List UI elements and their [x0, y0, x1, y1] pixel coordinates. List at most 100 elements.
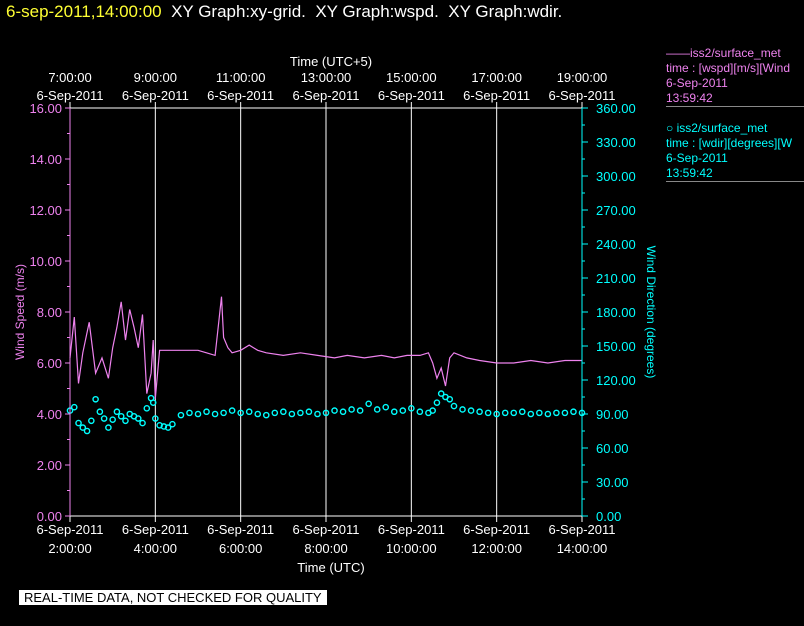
wind-direction-point [211, 410, 219, 418]
wind-direction-point [139, 419, 146, 427]
legend-wdir-variable: time : [wdir][degrees][W [666, 136, 793, 150]
wind-direction-point [484, 409, 492, 417]
y-tick-label: 4.00 [37, 407, 62, 422]
y2-tick-label: 150.00 [596, 339, 636, 354]
wind-direction-point [373, 406, 381, 413]
wind-direction-point [356, 407, 364, 414]
wind-direction-point [280, 408, 287, 416]
y-tick-label: 12.00 [29, 203, 62, 218]
y2-tick-label: 300.00 [596, 169, 636, 184]
y2-axis-title: Wind Direction (degrees) [644, 246, 658, 379]
wind-direction-point [109, 416, 116, 423]
wind-direction-point [83, 427, 91, 435]
wind-direction-point [92, 395, 99, 403]
top-tick-label-time: 7:00:00 [48, 70, 91, 85]
wind-direction-point [203, 408, 210, 416]
wind-direction-point [467, 407, 475, 414]
wind-direction-point [70, 403, 78, 411]
y2-tick-label: 210.00 [596, 271, 636, 286]
wind-direction-point [88, 417, 95, 425]
wind-direction-point [365, 400, 372, 408]
y-axis-title: Wind Speed (m/s) [13, 264, 27, 360]
wind-direction-point [446, 395, 454, 403]
y-tick-label: 0.00 [37, 509, 62, 524]
legend-wspd-time: 13:59:42 [666, 91, 804, 107]
top-tick-label-time: 19:00:00 [557, 70, 608, 85]
top-tick-label-date: 6-Sep-2011 [549, 88, 616, 103]
wind-direction-point [399, 407, 407, 414]
top-tick-label-date: 6-Sep-2011 [378, 88, 445, 103]
top-tick-label-time: 15:00:00 [386, 70, 437, 85]
legend-wdir-source: ○ iss2/surface_met [666, 121, 768, 135]
y2-tick-label: 60.00 [596, 441, 629, 456]
y-tick-label: 10.00 [29, 254, 62, 269]
wind-direction-point [314, 410, 321, 418]
wind-direction-point [390, 408, 398, 416]
y2-tick-label: 330.00 [596, 135, 636, 150]
wind-direction-point [510, 409, 518, 417]
x-tick-label-time: 2:00:00 [48, 541, 91, 556]
legend-wdir-date: 6-Sep-2011 [666, 151, 728, 165]
wind-direction-point [322, 409, 330, 417]
wind-direction-point [105, 424, 112, 431]
wind-direction-point [288, 410, 296, 418]
wind-direction-point [79, 424, 87, 431]
wind-direction-point [339, 408, 347, 416]
x-tick-label-date: 6-Sep-2011 [37, 522, 104, 537]
top-tick-label-time: 11:00:00 [216, 70, 266, 85]
wind-speed-line [69, 296, 582, 399]
wind-direction-point [382, 403, 390, 411]
wind-direction-point [408, 405, 415, 412]
x-tick-label-date: 6-Sep-2011 [463, 522, 530, 537]
wind-direction-point [331, 407, 338, 414]
x-axis-title: Time (UTC) [297, 560, 364, 575]
wind-direction-point [561, 409, 569, 417]
top-tick-label-time: 17:00:00 [471, 70, 522, 85]
y-tick-label: 2.00 [37, 458, 62, 473]
header-timestamp: 6-sep-2011,14:00:00 [6, 2, 162, 21]
x-tick-label-time: 12:00:00 [471, 541, 522, 556]
legend-wspd-date: 6-Sep-2011 [666, 76, 728, 90]
y-tick-label: 16.00 [29, 101, 62, 116]
y-tick-label: 8.00 [37, 305, 62, 320]
wind-direction-point [75, 419, 82, 427]
legend-wdir-time: 13:59:42 [666, 166, 804, 182]
wind-direction-point [113, 408, 121, 416]
top-axis-title: Time (UTC+5) [290, 54, 372, 69]
wind-direction-point [527, 410, 535, 418]
wind-direction-point [237, 409, 244, 417]
header-graph-titles: XY Graph:xy-grid. XY Graph:wspd. XY Grap… [171, 2, 563, 21]
top-tick-label-date: 6-Sep-2011 [463, 88, 530, 103]
x-tick-label-time: 14:00:00 [557, 541, 608, 556]
wind-direction-point [501, 409, 509, 417]
y2-tick-label: 360.00 [596, 101, 636, 116]
x-tick-label-date: 6-Sep-2011 [122, 522, 189, 537]
wind-direction-point [143, 405, 151, 412]
x-tick-label-time: 4:00:00 [134, 541, 177, 556]
wind-direction-point [544, 410, 552, 418]
wind-direction-point [96, 408, 104, 416]
wind-direction-point [476, 408, 483, 416]
y2-tick-label: 30.00 [596, 475, 629, 490]
legend-wspd: ——iss2/surface_met time : [wspd][m/s][Wi… [666, 46, 804, 107]
wind-direction-point [254, 410, 262, 418]
wind-direction-point [149, 399, 157, 406]
wind-direction-point [228, 407, 236, 414]
y2-tick-label: 270.00 [596, 203, 636, 218]
wind-direction-point [262, 411, 270, 419]
wind-direction-point [348, 406, 355, 413]
y2-tick-label: 0.00 [596, 509, 621, 524]
top-tick-label-date: 6-Sep-2011 [122, 88, 189, 103]
wind-direction-point [416, 408, 424, 416]
wind-direction-point [429, 407, 436, 414]
y2-tick-label: 120.00 [596, 373, 636, 388]
wind-direction-point [220, 409, 227, 417]
y2-tick-label: 90.00 [596, 407, 629, 422]
top-tick-label-date: 6-Sep-2011 [37, 88, 104, 103]
wind-direction-point [169, 420, 176, 428]
x-tick-label-date: 6-Sep-2011 [207, 522, 274, 537]
top-tick-label-time: 13:00:00 [301, 70, 352, 85]
y-tick-label: 6.00 [37, 356, 62, 371]
wind-direction-point [305, 408, 313, 416]
